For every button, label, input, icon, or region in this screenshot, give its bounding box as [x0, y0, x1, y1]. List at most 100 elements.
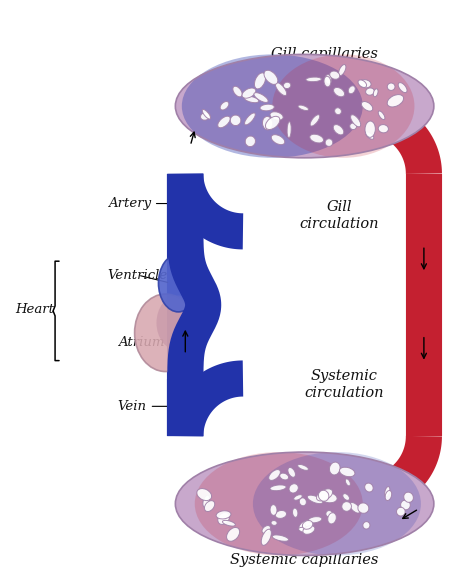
Ellipse shape: [275, 83, 287, 95]
Ellipse shape: [289, 484, 298, 493]
Ellipse shape: [261, 529, 271, 545]
Ellipse shape: [260, 104, 274, 111]
Ellipse shape: [397, 507, 405, 516]
Ellipse shape: [343, 494, 349, 500]
Ellipse shape: [245, 136, 255, 146]
Text: Systemic
circulation: Systemic circulation: [305, 369, 384, 400]
Ellipse shape: [288, 467, 295, 477]
Ellipse shape: [294, 495, 302, 500]
Ellipse shape: [303, 526, 315, 534]
Ellipse shape: [135, 294, 196, 372]
Ellipse shape: [351, 115, 361, 127]
Ellipse shape: [172, 238, 189, 265]
Ellipse shape: [270, 485, 286, 491]
Ellipse shape: [320, 493, 337, 503]
Ellipse shape: [329, 462, 340, 475]
Ellipse shape: [280, 473, 289, 480]
Ellipse shape: [363, 522, 370, 529]
Ellipse shape: [330, 71, 340, 79]
Ellipse shape: [378, 111, 385, 119]
Ellipse shape: [325, 139, 333, 146]
Ellipse shape: [398, 83, 407, 93]
Ellipse shape: [348, 86, 355, 93]
Ellipse shape: [404, 492, 413, 502]
Ellipse shape: [182, 55, 363, 158]
Ellipse shape: [298, 465, 309, 470]
Ellipse shape: [271, 135, 285, 145]
Ellipse shape: [310, 134, 324, 143]
Ellipse shape: [387, 83, 395, 91]
Text: Gill capillaries: Gill capillaries: [271, 48, 378, 61]
Ellipse shape: [365, 121, 375, 138]
Ellipse shape: [359, 79, 371, 88]
Ellipse shape: [401, 500, 410, 510]
Ellipse shape: [324, 76, 331, 87]
Ellipse shape: [197, 489, 211, 500]
Ellipse shape: [317, 489, 333, 501]
Ellipse shape: [292, 508, 298, 517]
Ellipse shape: [365, 88, 374, 95]
Ellipse shape: [216, 511, 231, 519]
Ellipse shape: [218, 116, 230, 128]
Ellipse shape: [306, 77, 321, 82]
Ellipse shape: [350, 503, 360, 513]
Ellipse shape: [305, 520, 314, 528]
Ellipse shape: [156, 296, 198, 350]
Text: Heart: Heart: [15, 303, 55, 316]
Text: Gill
circulation: Gill circulation: [300, 201, 379, 230]
Ellipse shape: [227, 527, 240, 542]
Text: Systemic capillaries: Systemic capillaries: [230, 550, 379, 567]
Ellipse shape: [245, 113, 255, 125]
Ellipse shape: [218, 512, 229, 524]
Ellipse shape: [203, 495, 210, 507]
Ellipse shape: [175, 55, 434, 158]
Ellipse shape: [308, 517, 322, 523]
Ellipse shape: [366, 132, 374, 139]
Text: Atrium: Atrium: [118, 336, 170, 349]
Ellipse shape: [202, 109, 210, 119]
Ellipse shape: [326, 510, 332, 517]
Ellipse shape: [269, 470, 281, 480]
Ellipse shape: [242, 88, 256, 98]
Ellipse shape: [222, 520, 236, 526]
Ellipse shape: [319, 490, 329, 501]
Ellipse shape: [272, 535, 289, 542]
Ellipse shape: [385, 487, 390, 497]
Ellipse shape: [254, 93, 268, 102]
Ellipse shape: [158, 254, 198, 312]
Text: Ventricle: Ventricle: [108, 269, 168, 282]
Ellipse shape: [298, 105, 309, 111]
Ellipse shape: [283, 82, 291, 89]
Ellipse shape: [338, 65, 346, 76]
Ellipse shape: [195, 452, 363, 556]
Ellipse shape: [233, 86, 242, 97]
Ellipse shape: [299, 527, 312, 533]
Ellipse shape: [310, 115, 319, 126]
Ellipse shape: [299, 520, 311, 532]
Text: Vein: Vein: [118, 400, 181, 413]
Ellipse shape: [378, 125, 388, 133]
Ellipse shape: [265, 116, 280, 129]
Ellipse shape: [230, 115, 241, 126]
Ellipse shape: [299, 498, 306, 506]
Ellipse shape: [358, 503, 369, 513]
Ellipse shape: [307, 495, 323, 504]
Ellipse shape: [385, 490, 392, 500]
Ellipse shape: [302, 520, 313, 529]
Ellipse shape: [270, 112, 283, 120]
Ellipse shape: [328, 513, 337, 524]
Ellipse shape: [339, 467, 355, 477]
Ellipse shape: [272, 55, 414, 158]
Ellipse shape: [350, 123, 356, 129]
Ellipse shape: [255, 73, 265, 89]
Ellipse shape: [333, 125, 344, 135]
Ellipse shape: [335, 108, 341, 115]
Ellipse shape: [342, 502, 351, 512]
Text: Artery: Artery: [108, 197, 181, 210]
Ellipse shape: [244, 96, 259, 103]
Ellipse shape: [387, 95, 403, 107]
Ellipse shape: [325, 75, 332, 84]
Ellipse shape: [175, 452, 434, 556]
Ellipse shape: [262, 526, 271, 533]
Ellipse shape: [263, 116, 273, 130]
